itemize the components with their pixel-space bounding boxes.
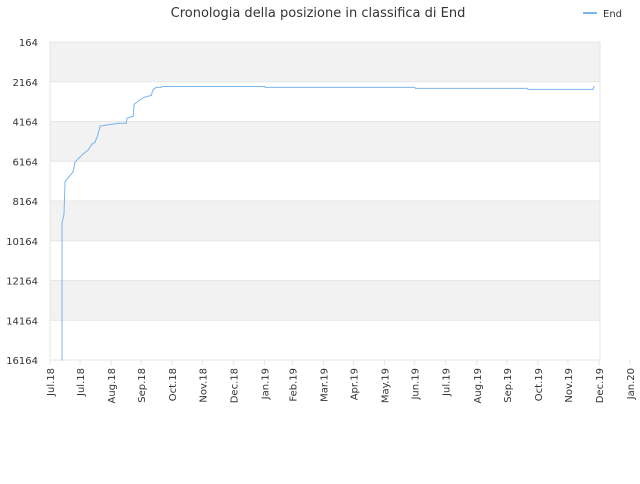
data-point: [61, 222, 63, 225]
x-tick-label: Dec.19: [595, 368, 606, 403]
y-tick-label: 8164: [13, 197, 38, 208]
legend-label: End: [603, 9, 622, 20]
legend[interactable]: End: [583, 9, 622, 20]
data-point: [592, 88, 594, 91]
grid-lines: [49, 41, 601, 361]
y-tick-label: 16164: [6, 356, 38, 367]
plot-band: [50, 42, 600, 82]
data-point: [155, 86, 157, 89]
plot-band: [50, 280, 600, 321]
x-tick-label: Mar.19: [319, 368, 330, 402]
data-point: [68, 176, 70, 178]
data-point: [143, 96, 145, 98]
x-tick-label: Oct.19: [534, 368, 545, 401]
data-point: [74, 161, 76, 163]
data-point: [78, 157, 80, 159]
y-tick-label: 10164: [6, 237, 38, 248]
plot-bands: [50, 42, 600, 321]
y-tick-label: 164: [19, 38, 38, 49]
x-tick-label: Jan.19: [260, 368, 271, 400]
data-point: [527, 88, 529, 91]
y-axis: 164 2164 4164 6164 8164 10164 12164 14164 16164: [6, 38, 38, 367]
x-tick-label: Aug.18: [107, 368, 118, 403]
x-tick-label: Jul.18: [76, 368, 87, 397]
x-tick-label: Sep.18: [137, 368, 148, 403]
x-tick-label: Apr.19: [350, 368, 361, 400]
data-point: [125, 122, 127, 124]
data-point: [526, 87, 528, 90]
x-tick-label: Jan.20: [626, 368, 637, 400]
data-point: [161, 85, 163, 88]
data-point: [132, 115, 134, 117]
data-point: [64, 181, 66, 183]
data-point: [415, 87, 417, 90]
data-point: [97, 133, 99, 135]
y-tick-label: 14164: [6, 316, 38, 327]
x-tick-label: Jul.19: [442, 368, 453, 397]
x-axis: Jul.18 Jul.18 Aug.18 Sep.18 Oct.18 Nov.18 Dec.…: [46, 360, 637, 403]
y-tick-label: 2164: [13, 78, 38, 89]
data-point: [63, 213, 65, 215]
x-tick-label: Aug.19: [473, 368, 484, 403]
series-layer: [61, 85, 595, 361]
data-point: [152, 88, 154, 91]
y-tick-label: 12164: [6, 277, 38, 288]
x-tick-label: May.19: [381, 368, 392, 403]
data-point: [91, 143, 93, 145]
data-point: [111, 123, 113, 125]
data-point: [72, 171, 74, 173]
x-tick-label: Jul.18: [46, 368, 57, 397]
x-tick-label: Jun.19: [411, 368, 422, 401]
data-point: [99, 125, 101, 127]
data-point: [138, 99, 140, 101]
data-point: [263, 85, 265, 88]
x-tick-label: Nov.18: [198, 368, 209, 403]
data-point: [414, 86, 416, 89]
plot-band: [50, 201, 600, 241]
data-point: [160, 86, 162, 89]
series-line-end: [61, 85, 595, 360]
y-tick-label: 4164: [13, 118, 38, 129]
data-point: [126, 117, 128, 119]
data-point: [94, 141, 96, 143]
x-tick-label: Dec.18: [229, 368, 240, 403]
plot-band: [50, 121, 600, 162]
data-point: [82, 153, 84, 155]
data-point: [104, 124, 106, 126]
data-point: [593, 85, 595, 88]
x-tick-label: Feb.19: [288, 368, 299, 402]
data-point: [118, 122, 120, 124]
data-point: [87, 149, 89, 151]
data-point: [61, 359, 63, 361]
data-point: [264, 86, 266, 89]
x-tick-label: Sep.19: [503, 368, 514, 403]
x-tick-label: Oct.18: [168, 368, 179, 401]
data-point: [133, 103, 135, 105]
x-tick-label: Nov.19: [564, 368, 575, 403]
y-tick-label: 6164: [13, 157, 38, 168]
chart-title: Cronologia della posizione in classifica…: [171, 6, 466, 21]
data-point: [150, 94, 152, 96]
